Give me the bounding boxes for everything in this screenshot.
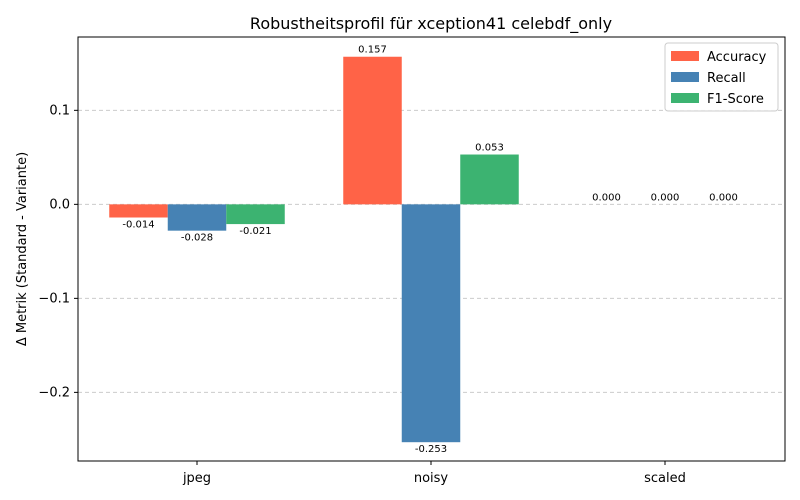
- data-label: -0.014: [122, 220, 154, 231]
- bar: [401, 204, 461, 443]
- bar: [460, 154, 519, 205]
- data-label: 0.000: [709, 192, 738, 203]
- bars: [109, 56, 519, 443]
- y-axis-ticks: −0.2 −0.1 0.0 0.1: [38, 103, 78, 400]
- y-axis-label: Δ Metrik (Standard - Variante): [15, 152, 30, 346]
- bar: [167, 204, 227, 231]
- data-label: -0.021: [239, 226, 271, 237]
- legend-label: Accuracy: [707, 50, 767, 65]
- legend-label: F1-Score: [707, 92, 764, 107]
- legend: Accuracy Recall F1-Score: [664, 42, 779, 112]
- legend-swatch: [671, 51, 699, 61]
- chart-title: Robustheitsprofil für xception41 celebdf…: [250, 14, 612, 34]
- x-tick-label: jpeg: [182, 471, 211, 486]
- data-labels: -0.014 -0.028 -0.021 0.157 -0.253 0.053 0.000 0…: [122, 45, 737, 455]
- bar: [226, 204, 285, 225]
- data-label: 0.053: [475, 143, 504, 154]
- y-tick-label: −0.2: [38, 385, 70, 400]
- data-label: 0.000: [592, 192, 621, 203]
- y-tick-label: 0.1: [49, 103, 70, 118]
- x-tick-label: noisy: [414, 471, 449, 486]
- legend-label: Recall: [707, 71, 746, 86]
- legend-swatch: [671, 93, 699, 103]
- data-label: -0.028: [181, 233, 213, 244]
- data-label: 0.157: [358, 45, 387, 56]
- data-label: 0.000: [651, 192, 680, 203]
- y-tick-label: 0.0: [49, 197, 70, 212]
- y-tick-label: −0.1: [38, 291, 70, 306]
- bar: [109, 204, 168, 218]
- bar: [343, 56, 402, 205]
- x-tick-label: scaled: [644, 471, 686, 486]
- legend-swatch: [671, 72, 699, 82]
- x-axis-ticks: jpeg noisy scaled: [182, 461, 686, 486]
- data-label: -0.253: [415, 444, 447, 455]
